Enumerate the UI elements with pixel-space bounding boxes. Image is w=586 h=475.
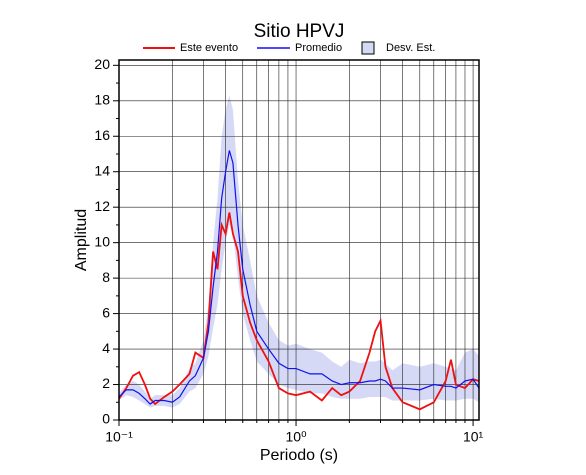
- y-tick-label: 4: [102, 340, 110, 356]
- series-line: [118, 212, 480, 411]
- x-tick-label: 10⁻¹: [105, 429, 133, 445]
- y-tick-label: 8: [102, 269, 110, 285]
- legend-label: Desv. Est.: [386, 42, 435, 54]
- y-tick-label: 18: [94, 91, 110, 107]
- series-line: [118, 150, 480, 405]
- legend-label: Promedio: [295, 42, 342, 54]
- x-axis-label: Periodo (s): [260, 447, 338, 464]
- y-axis-label: Amplitud: [73, 209, 90, 271]
- legend-label: Este evento: [180, 42, 238, 54]
- x-tick-label: 10¹: [463, 429, 484, 445]
- chart-title: Sitio HPVJ: [254, 21, 345, 42]
- y-tick-label: 0: [102, 411, 110, 427]
- y-tick-label: 16: [94, 127, 110, 143]
- y-tick-label: 14: [94, 162, 110, 178]
- y-tick-label: 6: [102, 304, 110, 320]
- x-tick-label: 10⁰: [285, 429, 307, 445]
- y-tick-label: 12: [94, 198, 110, 214]
- legend-swatch: [361, 41, 375, 55]
- y-tick-label: 10: [94, 233, 110, 249]
- y-tick-label: 2: [102, 375, 110, 391]
- plot-frame: [118, 59, 480, 421]
- y-tick-label: 20: [94, 56, 110, 72]
